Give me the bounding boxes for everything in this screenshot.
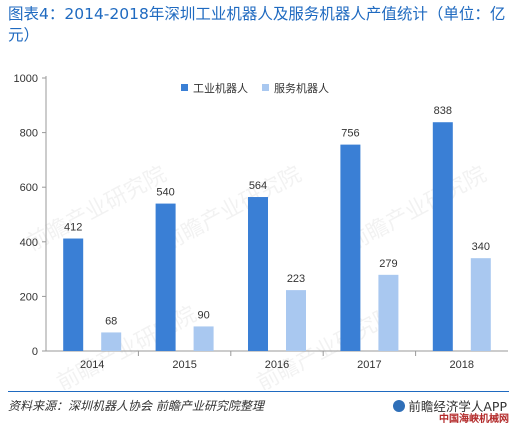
bar-industrial — [155, 203, 176, 351]
data-label: 838 — [434, 105, 452, 117]
chart-title: 图表4：2014-2018年深圳工业机器人及服务机器人产值统计（单位：亿元） — [8, 5, 506, 44]
legend-swatch — [181, 84, 188, 91]
bar-service — [286, 290, 306, 351]
watermark-text: 前瞻产业研究院 — [253, 301, 401, 390]
data-label: 279 — [379, 258, 397, 270]
bar-service — [378, 274, 399, 351]
bar-service — [470, 258, 491, 351]
legend-label: 服务机器人 — [274, 81, 329, 95]
x-tick-label: 2014 — [80, 359, 104, 371]
legend-label: 工业机器人 — [193, 81, 248, 95]
bar-industrial — [340, 144, 361, 351]
data-label: 340 — [472, 241, 490, 253]
bar-industrial — [432, 122, 453, 351]
watermark-text: 前瞻产业研究院 — [343, 161, 491, 255]
data-label: 68 — [105, 315, 117, 327]
bar-service — [193, 326, 214, 351]
x-tick-label: 2018 — [450, 359, 474, 371]
bar-industrial — [63, 238, 84, 351]
legend-swatch — [262, 84, 269, 91]
source-note: 资料来源：深圳机器人协会 前瞻产业研究院整理 — [8, 399, 264, 413]
y-tick-label: 1000 — [14, 73, 38, 85]
y-tick-label: 200 — [20, 291, 38, 303]
data-label: 756 — [341, 128, 359, 140]
data-label: 564 — [249, 180, 267, 192]
data-label: 540 — [156, 187, 174, 199]
x-tick-label: 2016 — [265, 359, 289, 371]
brand-logo-icon — [393, 399, 406, 412]
brand-label: 前瞻经济学人APP — [393, 396, 507, 415]
bar-service — [101, 332, 122, 351]
y-tick-label: 400 — [20, 237, 38, 249]
data-label: 90 — [197, 309, 209, 321]
x-tick-label: 2017 — [357, 359, 381, 371]
watermark-text: 前瞻产业研究院 — [158, 161, 306, 255]
brand-text: 前瞻经济学人APP — [408, 399, 507, 414]
data-label: 223 — [287, 273, 305, 285]
y-tick-label: 0 — [32, 346, 38, 358]
y-tick-label: 600 — [20, 182, 38, 194]
x-tick-label: 2015 — [172, 359, 196, 371]
data-label: 412 — [64, 222, 82, 234]
site-watermark: 中国海峡机械网 — [439, 414, 509, 425]
footer-divider — [8, 391, 509, 392]
bar-industrial — [248, 197, 268, 351]
y-tick-label: 800 — [20, 128, 38, 140]
